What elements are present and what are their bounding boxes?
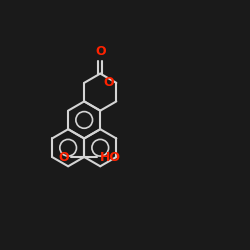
Text: HO: HO: [100, 150, 121, 164]
Text: O: O: [103, 76, 114, 89]
Text: O: O: [58, 150, 69, 164]
Text: O: O: [95, 45, 106, 58]
